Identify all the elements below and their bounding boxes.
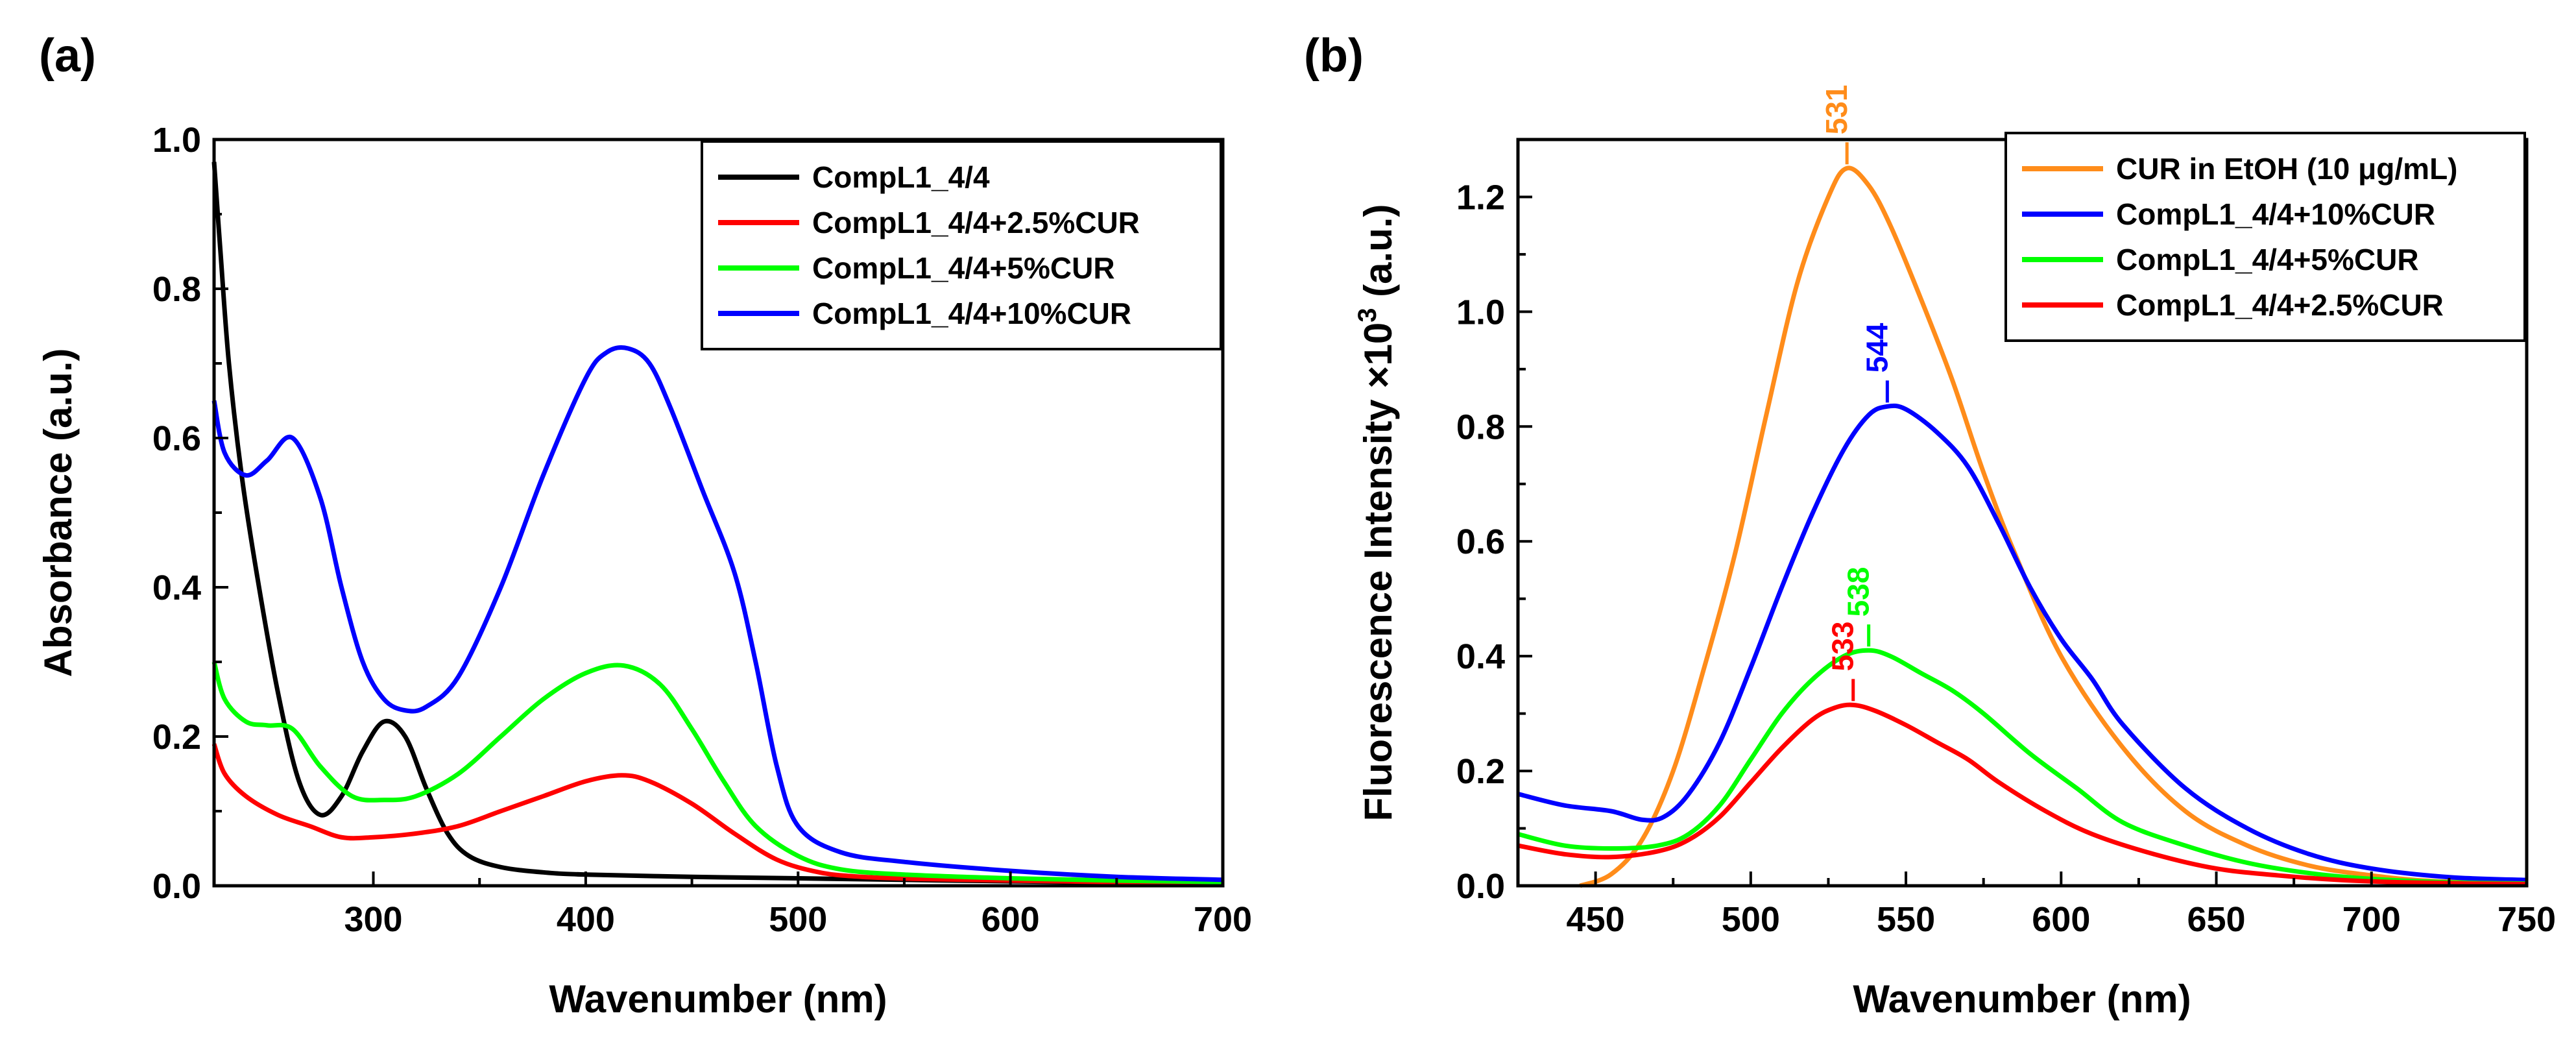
legend-entry-label: CompL1_4/4+5%CUR — [2116, 243, 2419, 276]
x-tick-label: 650 — [2187, 900, 2245, 939]
chart-b-y-axis-label-exponent: 3 — [1353, 308, 1382, 323]
chart-a-x-axis: 300 400 500 600 700 — [344, 871, 1252, 939]
peak-label: 538 — [1842, 567, 1875, 617]
y-tick-label: 0.4 — [152, 568, 201, 607]
series-line-1 — [1579, 165, 2527, 888]
chart-absorbance: 0.0 0.2 0.4 0.6 0.8 1.0 300 400 500 600 700 Waven… — [36, 121, 1252, 1021]
y-tick-label: 0.0 — [1456, 867, 1505, 906]
x-tick-label: 550 — [1877, 900, 1935, 939]
y-tick-label: 0.8 — [152, 270, 201, 309]
peak-label: 531 — [1820, 84, 1853, 134]
y-tick-label: 1.0 — [1456, 293, 1505, 332]
chart-fluorescence: 0.0 0.2 0.4 0.6 0.8 1.0 1.2 450 500 550 600 650 700… — [1353, 84, 2556, 1021]
y-tick-label: 0.4 — [1456, 637, 1505, 676]
x-tick-label: 600 — [981, 900, 1040, 939]
legend-entry-label: CompL1_4/4 — [812, 160, 990, 194]
series-line-4 — [1517, 702, 2527, 886]
chart-b-legend: CUR in EtOH (10 μg/mL) CompL1_4/4+10%CUR C… — [2004, 132, 2526, 342]
peak-label: 544 — [1860, 323, 1894, 372]
y-tick-label: 0.6 — [152, 419, 201, 458]
y-tick-label: 0.2 — [1456, 752, 1505, 791]
chart-b-x-axis-label: Wavenumber (nm) — [1853, 977, 2191, 1021]
chart-b-x-axis: 450 500 550 600 650 700 750 — [1567, 871, 2556, 939]
legend-entry-label: CompL1_4/4+10%CUR — [2116, 197, 2435, 231]
chart-b-legend-items: CUR in EtOH (10 μg/mL) CompL1_4/4+10%CUR C… — [2022, 152, 2457, 322]
x-tick-label: 750 — [2498, 900, 2556, 939]
y-tick-label: 0.0 — [152, 867, 201, 906]
legend-entry-label: CompL1_4/4+10%CUR — [812, 297, 1131, 330]
panel-a-label: (a) — [39, 30, 96, 82]
y-tick-label: 1.2 — [1456, 178, 1505, 217]
x-tick-label: 400 — [557, 900, 615, 939]
x-tick-label: 500 — [1722, 900, 1780, 939]
x-tick-label: 700 — [2342, 900, 2401, 939]
series-line-3 — [1517, 648, 2527, 886]
chart-b-y-axis-label-main: Fluorescence Intensity ×10 — [1356, 323, 1400, 822]
panel-b-label: (b) — [1304, 30, 1364, 82]
y-tick-label: 0.8 — [1456, 408, 1505, 446]
x-tick-label: 300 — [344, 900, 402, 939]
y-tick-label: 0.6 — [1456, 522, 1505, 561]
legend-entry-label: CompL1_4/4+2.5%CUR — [2116, 288, 2444, 322]
chart-b-y-axis: 0.0 0.2 0.4 0.6 0.8 1.0 1.2 — [1456, 178, 1532, 906]
x-tick-label: 700 — [1194, 900, 1252, 939]
chart-b-y-axis-label: Fluorescence Intensity ×103 (a.u.) — [1353, 204, 1400, 822]
peak-label: 533 — [1826, 622, 1860, 672]
absorbance-series-layer — [211, 162, 1223, 886]
chart-a-y-axis-label: Absorbance (a.u.) — [36, 348, 80, 677]
chart-b-peak-labels: 531 544 538 533 — [1820, 84, 1894, 701]
fluorescence-series-layer — [1517, 165, 2527, 888]
chart-b-y-axis-label-unit: (a.u.) — [1356, 204, 1400, 308]
legend-entry-label: CompL1_4/4+2.5%CUR — [812, 206, 1140, 239]
chart-a-legend-items: CompL1_4/4 CompL1_4/4+2.5%CUR CompL1_4/4+5… — [718, 160, 1140, 330]
x-tick-label: 600 — [2032, 900, 2090, 939]
chart-a-x-axis-label: Wavenumber (nm) — [549, 977, 887, 1021]
x-tick-label: 450 — [1567, 900, 1625, 939]
y-tick-label: 0.2 — [152, 718, 201, 757]
chart-a-legend: CompL1_4/4 CompL1_4/4+2.5%CUR CompL1_4/4+5… — [701, 140, 1222, 350]
series-line-2 — [211, 743, 1223, 885]
legend-entry-label: CUR in EtOH (10 μg/mL) — [2116, 152, 2457, 186]
chart-a-y-axis: 0.0 0.2 0.4 0.6 0.8 1.0 — [152, 121, 228, 906]
y-tick-label: 1.0 — [152, 121, 201, 160]
series-line-2 — [1517, 403, 2527, 883]
series-line-4 — [211, 345, 1223, 883]
series-line-3 — [211, 661, 1223, 884]
legend-entry-label: CompL1_4/4+5%CUR — [812, 251, 1115, 285]
x-tick-label: 500 — [769, 900, 827, 939]
